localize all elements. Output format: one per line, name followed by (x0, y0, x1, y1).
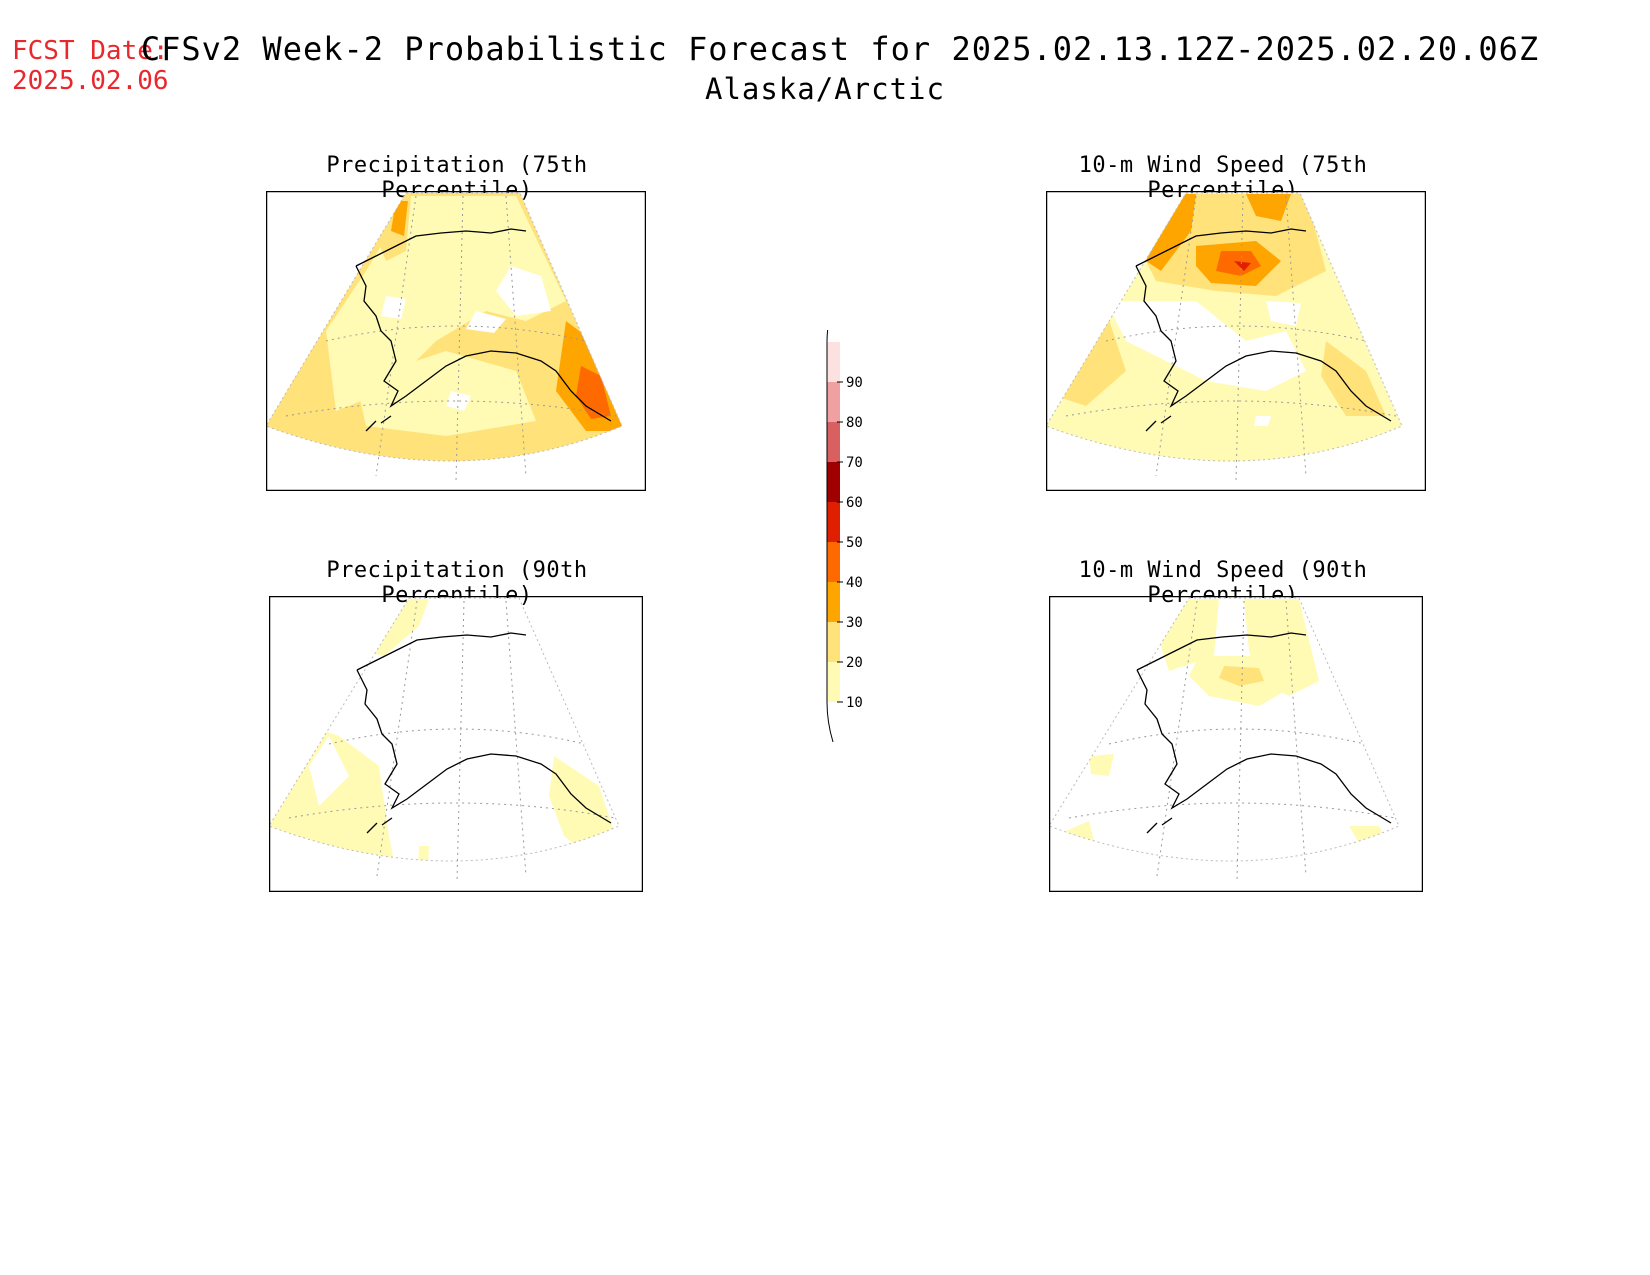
colorbar-segment (827, 422, 840, 462)
fill-none-small (466, 311, 506, 333)
islands (365, 415, 392, 432)
fill-10-20-south (417, 846, 429, 861)
fill-10-20-southeast (549, 756, 614, 856)
colorbar: 10 20 30 40 50 60 70 80 90 (815, 311, 895, 750)
colorbar-label: 30 (846, 615, 863, 631)
colorbar-segment (827, 582, 840, 622)
fill-30-40-north (1246, 194, 1291, 221)
fill-40-50-southeast (576, 366, 611, 419)
map-wind90-svg (1049, 596, 1423, 892)
fill-20-30-east (1321, 341, 1386, 416)
colorbar-label: 20 (846, 655, 863, 671)
map-precip90 (269, 596, 643, 892)
coastline-south (356, 669, 612, 824)
figure-subtitle: Alaska/Arctic (705, 72, 945, 106)
precip90-fill (269, 598, 619, 861)
map-precip75-svg (266, 191, 646, 491)
colorbar-segment (827, 662, 840, 702)
islands (1146, 817, 1173, 834)
map-precip90-svg (269, 596, 643, 892)
colorbar-svg: 10 20 30 40 50 60 70 80 90 (826, 311, 863, 743)
fill-none-south (1254, 416, 1271, 426)
colorbar-segment (827, 462, 840, 502)
colorbar-segment (827, 542, 840, 582)
colorbar-segment (827, 622, 840, 662)
fcst-date: 2025.02.06 (12, 66, 169, 96)
fill-10-20-west (1089, 754, 1114, 776)
fill-20-30-center (1219, 666, 1264, 686)
graticule (285, 195, 617, 482)
map-frame (269, 596, 643, 892)
fill-none (1049, 598, 1399, 861)
figure-title: CFSv2 Week-2 Probabilistic Forecast for … (140, 30, 1540, 68)
map-domain-edge (269, 597, 620, 862)
coastline-south (1136, 669, 1392, 824)
colorbar-segment (827, 502, 840, 542)
wind90-fill (1049, 598, 1399, 861)
map-domain-edge (1046, 192, 1403, 462)
coastline-north (1136, 632, 1307, 671)
fill-10-20-south (356, 351, 536, 436)
map-domain-edge (266, 192, 623, 462)
fill-10-20-south-east (509, 851, 569, 861)
islands (1145, 415, 1172, 432)
map-frame (1046, 191, 1426, 491)
graticule (288, 600, 616, 882)
colorbar-label: 40 (846, 575, 863, 591)
colorbar-segment (827, 342, 840, 382)
fill-none-west (309, 736, 349, 806)
colorbar-label: 10 (846, 695, 863, 711)
fill-none-interior (1106, 301, 1306, 391)
colorbar-label: 50 (846, 535, 863, 551)
panel-title-wind90: 10-m Wind Speed (90th Percentile) (1078, 558, 1368, 608)
map-frame (266, 191, 646, 491)
panel-title-wind75: 10-m Wind Speed (75th Percentile) (1078, 153, 1368, 203)
coastline-north (356, 632, 527, 671)
map-precip75 (266, 191, 646, 491)
colorbar-label: 90 (846, 375, 863, 391)
map-domain-edge (1049, 597, 1400, 862)
graticule (1065, 195, 1397, 482)
islands (366, 817, 393, 834)
map-wind90 (1049, 596, 1423, 892)
forecast-date-label: FCST Date: 2025.02.06 (12, 36, 169, 96)
map-wind75-svg (1046, 191, 1426, 491)
fill-50-60 (1234, 261, 1251, 271)
coastline-south (355, 265, 612, 422)
coastline-south (1135, 265, 1392, 422)
colorbar-tail-bottom (826, 701, 834, 743)
colorbar-segment (827, 382, 840, 422)
map-wind75 (1046, 191, 1426, 491)
figure-title-block: CFSv2 Week-2 Probabilistic Forecast for … (0, 30, 1650, 106)
precip75-fill (266, 193, 622, 461)
fill-30-40-northwest (1146, 194, 1196, 271)
fill-none-south (446, 391, 471, 411)
fill-none-interior (496, 266, 551, 316)
coastline-north (355, 228, 527, 267)
coastline-north (1135, 228, 1307, 267)
fill-none-west (381, 296, 406, 319)
wind75-fill (1046, 193, 1402, 461)
map-frame (1049, 596, 1423, 892)
fill-none-east (1266, 301, 1301, 326)
colorbar-label: 70 (846, 455, 863, 471)
colorbar-label: 60 (846, 495, 863, 511)
fcst-label: FCST Date: (12, 36, 169, 66)
colorbar-label: 80 (846, 415, 863, 431)
colorbar-tail-top (826, 311, 834, 343)
graticule (1068, 600, 1396, 882)
